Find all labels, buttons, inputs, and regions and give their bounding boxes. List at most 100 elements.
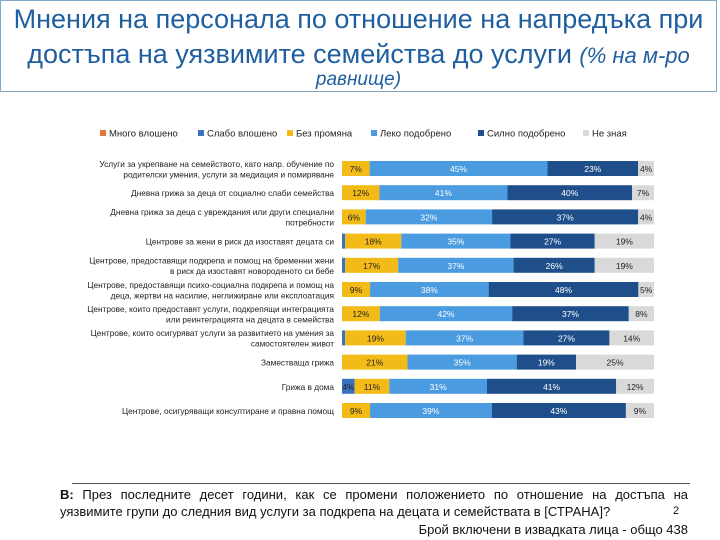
data-label-row-7-seg-6: 8% — [635, 309, 648, 319]
legend-label-6: Не зная — [592, 129, 627, 140]
bar-row-8-seg-3 — [345, 330, 406, 346]
category-label-4-line-1: Центрове за жени в риск да изоставят дец… — [146, 237, 335, 247]
data-label-row-9-seg-6: 25% — [606, 358, 623, 368]
category-label-8-line-2: самостоятелен живот — [251, 339, 334, 349]
bar-row-8-seg-4 — [405, 330, 524, 346]
bar-row-7-seg-4 — [379, 306, 513, 322]
data-label-row-4-seg-6: 19% — [616, 237, 633, 247]
bar-row-9-seg-4 — [407, 354, 517, 370]
bar-row-10-seg-3 — [354, 378, 390, 394]
data-label-row-11-seg-3: 9% — [350, 406, 363, 416]
bar-row-8-seg-6 — [609, 330, 654, 346]
data-label-row-6-seg-3: 9% — [350, 285, 363, 295]
category-label-10-line-1: Грижа в дома — [282, 382, 335, 392]
data-label-row-10-seg-2: 4% — [342, 382, 355, 392]
data-label-row-2-seg-5: 40% — [561, 188, 578, 198]
legend-label-1: Много влошено — [109, 129, 178, 140]
bar-row-5-seg-3 — [345, 257, 399, 273]
data-label-row-10-seg-3: 11% — [364, 382, 381, 392]
category-label-8-line-1: Центрове, които осигуряват услуги за раз… — [91, 328, 335, 338]
category-label-1-line-1: Услуги за укрепване на семейството, като… — [99, 159, 334, 169]
bar-row-10-seg-4 — [389, 378, 487, 394]
bar-row-6-seg-3 — [342, 282, 371, 297]
bar-row-2-seg-6 — [632, 185, 654, 201]
legend-label-4: Леко подобрено — [380, 129, 451, 140]
bar-row-5-seg-2 — [342, 257, 346, 273]
data-label-row-3-seg-4: 32% — [420, 212, 437, 222]
bar-row-2-seg-4 — [379, 185, 508, 201]
title-line-2: достъпа на уязвимите семейства до услуги… — [1, 38, 716, 72]
bar-row-5-seg-4 — [398, 257, 514, 273]
legend-swatch-2 — [198, 130, 204, 136]
data-label-row-11-seg-6: 9% — [634, 406, 647, 416]
data-label-row-2-seg-6: 7% — [637, 188, 650, 198]
data-label-row-5-seg-4: 37% — [447, 261, 464, 271]
bar-row-5-seg-5 — [513, 257, 595, 273]
bar-row-2-seg-3 — [342, 185, 380, 201]
title-line-2-main: достъпа на уязвимите семейства до услуги — [27, 39, 572, 69]
data-label-row-10-seg-5: 41% — [543, 382, 560, 392]
legend-swatch-3 — [287, 130, 293, 136]
data-label-row-9-seg-3: 21% — [366, 358, 383, 368]
chart-legend: Много влошено Слабо влошено Без промяна Лек… — [100, 129, 627, 140]
data-label-row-3-seg-6: 4% — [640, 212, 653, 222]
bar-row-3-seg-5 — [492, 209, 639, 225]
sample-base: Брой включени в извадката лица - общо 43… — [418, 522, 688, 537]
data-label-row-9-seg-5: 19% — [538, 358, 555, 368]
category-label-11-line-1: Центрове, осигуряващи консултиране и пра… — [122, 406, 334, 416]
data-label-row-1-seg-5: 23% — [584, 164, 601, 174]
data-label-row-10-seg-4: 31% — [430, 382, 447, 392]
bar-row-4-seg-4 — [401, 233, 511, 249]
bar-row-11-seg-6 — [625, 403, 654, 418]
data-label-row-6-seg-6: 5% — [640, 285, 653, 295]
data-label-row-5-seg-5: 26% — [546, 261, 563, 271]
bar-row-9-seg-5 — [516, 354, 576, 370]
bar-row-3-seg-3 — [342, 209, 366, 225]
data-label-row-3-seg-3: 6% — [348, 212, 361, 222]
data-label-row-1-seg-4: 45% — [450, 164, 467, 174]
category-label-1-line-2: родителски умения, услуги за медиация и … — [123, 169, 334, 179]
category-label-6-line-1: Центрове, предоставящи психо-социална по… — [87, 280, 334, 290]
bar-row-6-seg-6 — [638, 282, 654, 297]
legend-label-2: Слабо влошено — [207, 129, 277, 140]
chart-rows: Услуги за укрепване на семейството, като… — [87, 159, 654, 418]
data-label-row-10-seg-6: 12% — [627, 382, 644, 392]
category-label-5-line-1: Центрове, предоставящи подкрепа и помощ … — [89, 256, 334, 266]
bar-row-9-seg-3 — [342, 354, 408, 370]
bar-row-11-seg-4 — [370, 403, 492, 418]
data-label-row-7-seg-3: 12% — [352, 309, 369, 319]
title-line-2-suffix: (% на м-ро — [579, 43, 690, 68]
bar-row-8-seg-2 — [342, 330, 346, 346]
category-label-3-line-1: Дневна грижа за деца с увреждания или др… — [110, 207, 334, 217]
data-label-row-8-seg-5: 27% — [558, 333, 575, 343]
bar-row-4-seg-2 — [342, 233, 346, 249]
question-body: През последните десет години, как се про… — [60, 487, 688, 519]
bar-row-4-seg-3 — [345, 233, 402, 249]
bar-row-1-seg-6 — [638, 161, 654, 176]
bar-row-2-seg-5 — [507, 185, 633, 201]
data-label-row-5-seg-3: 17% — [363, 261, 380, 271]
legend-label-5: Силно подобрено — [487, 129, 565, 140]
data-label-row-8-seg-4: 37% — [456, 333, 473, 343]
data-label-row-5-seg-6: 19% — [616, 261, 633, 271]
bar-row-4-seg-5 — [510, 233, 595, 249]
legend-swatch-1 — [100, 130, 106, 136]
data-label-row-7-seg-5: 37% — [562, 309, 579, 319]
title-line-3: равнище) — [315, 69, 402, 90]
data-label-row-4-seg-3: 18% — [365, 237, 382, 247]
legend-swatch-4 — [371, 130, 377, 136]
category-label-7-line-1: Центрове, които предоставят услуги, подк… — [87, 304, 334, 314]
data-label-row-1-seg-3: 7% — [350, 164, 363, 174]
bar-row-10-seg-2 — [342, 378, 355, 394]
bar-row-7-seg-5 — [512, 306, 629, 322]
bar-row-1-seg-3 — [342, 161, 370, 176]
legend-swatch-6 — [583, 130, 589, 136]
question-label: B: — [60, 487, 74, 502]
data-label-row-2-seg-4: 41% — [435, 188, 452, 198]
bar-row-7-seg-6 — [628, 306, 654, 322]
bar-row-1-seg-4 — [369, 161, 548, 176]
category-label-7-line-2: или реинтеграцията на децата в семейства — [166, 314, 334, 324]
bar-row-11-seg-5 — [491, 403, 626, 418]
bar-row-8-seg-5 — [523, 330, 610, 346]
legend-label-3: Без промяна — [296, 129, 353, 140]
